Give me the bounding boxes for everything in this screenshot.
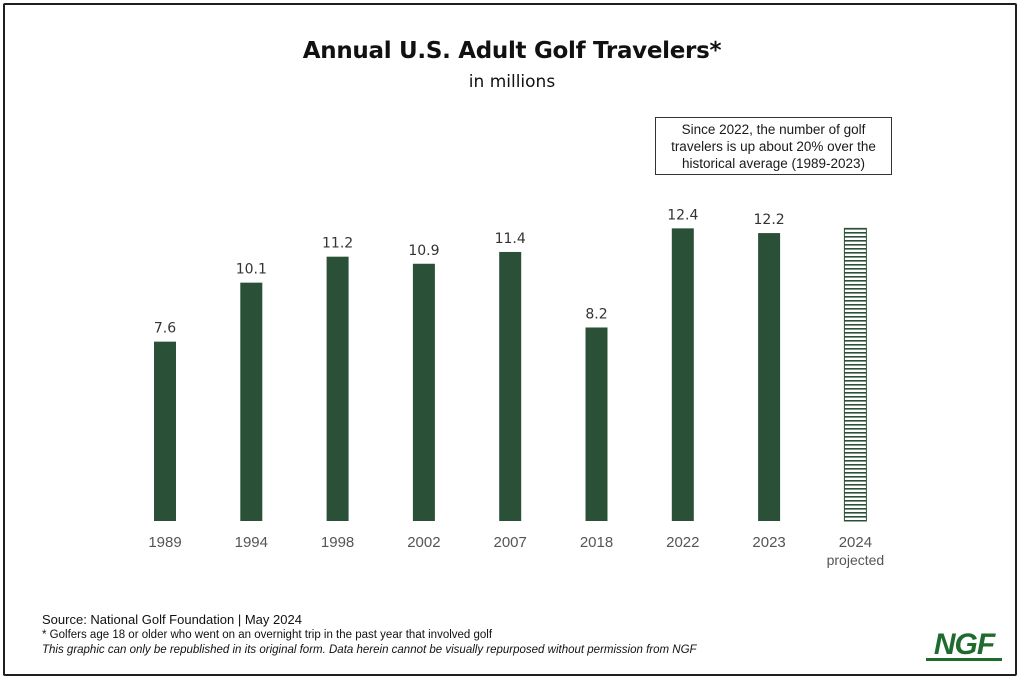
value-label-2007: 11.4 [495, 231, 526, 247]
value-label-2002: 10.9 [408, 243, 439, 259]
disclaimer: This graphic can only be republished in … [42, 644, 697, 656]
source-note: Source: National Golf Foundation | May 2… [42, 612, 302, 627]
x-tick-label-2024: 2024 [839, 534, 872, 551]
bar-2023 [758, 233, 781, 521]
ngf-logo-underline [926, 658, 1002, 661]
bar-2022 [671, 228, 694, 522]
value-label-1998: 11.2 [322, 236, 353, 252]
ngf-logo: NGF [926, 628, 1002, 661]
x-tick-label-2022: 2022 [666, 534, 699, 551]
x-tick-label-2007: 2007 [494, 534, 527, 551]
x-tick-label-1994: 1994 [235, 534, 268, 551]
chart-title: Annual U.S. Adult Golf Travelers* [302, 38, 722, 64]
bar-1998 [326, 256, 349, 521]
footnote: * Golfers age 18 or older who went on an… [42, 629, 493, 641]
ngf-logo-text: NGF [934, 628, 996, 661]
bar-1989 [154, 341, 176, 521]
bar-1994 [240, 282, 263, 521]
bar-2007 [499, 251, 522, 521]
value-label-1994: 10.1 [236, 262, 267, 278]
value-label-2018: 8.2 [585, 306, 607, 322]
annotation-callout: Since 2022, the number of golf travelers… [655, 117, 892, 175]
annotation-text: Since 2022, the number of golf travelers… [671, 121, 876, 171]
x-tick-label-2023: 2023 [752, 534, 785, 551]
x-tick-label-1998: 1998 [321, 534, 354, 551]
chart-subtitle: in millions [468, 72, 556, 92]
x-tick-sublabel-2024: projected [827, 552, 885, 568]
bar-2018 [585, 327, 608, 521]
value-label-1989: 7.6 [154, 321, 176, 337]
x-tick-label-2018: 2018 [580, 534, 613, 551]
bar-2024 [843, 227, 867, 522]
value-label-2022: 12.4 [667, 207, 698, 223]
value-label-2023: 12.2 [754, 212, 785, 228]
bar-2002 [412, 263, 435, 521]
x-tick-label-2002: 2002 [407, 534, 440, 551]
x-tick-label-1989: 1989 [148, 534, 181, 551]
